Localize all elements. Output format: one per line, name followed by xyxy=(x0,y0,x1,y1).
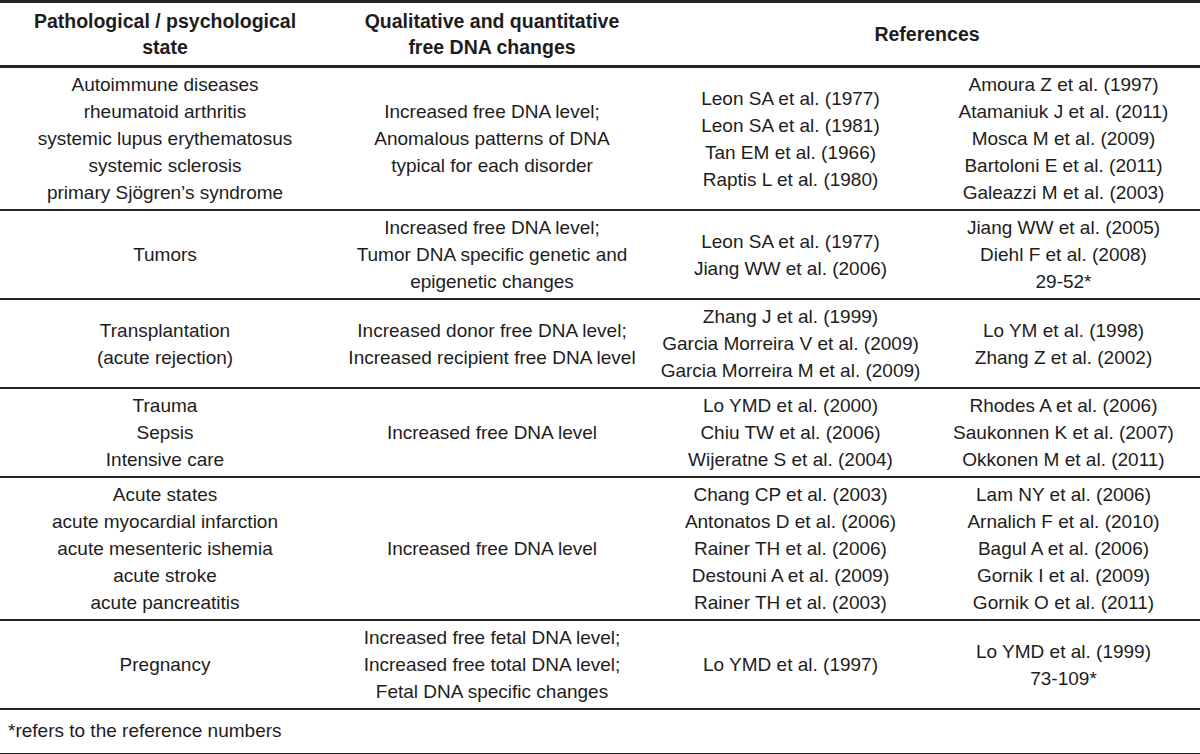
footnote-text: *refers to the reference numbers xyxy=(0,709,1200,754)
cell-refs-primary: Lo YMD et al. (2000) Chiu TW et al. (200… xyxy=(654,388,927,477)
cell-refs-primary: Zhang J et al. (1999) Garcia Morreira V … xyxy=(654,299,927,388)
table-row: Pregnancy Increased free fetal DNA level… xyxy=(0,620,1200,709)
table-row: Acute states acute myocardial infarction… xyxy=(0,477,1200,620)
cell-refs-secondary: Lo YMD et al. (1999) 73-109* xyxy=(927,620,1200,709)
cell-refs-primary: Leon SA et al. (1977) Leon SA et al. (19… xyxy=(654,67,927,211)
cell-refs-secondary: Lo YM et al. (1998) Zhang Z et al. (2002… xyxy=(927,299,1200,388)
cell-changes: Increased free DNA level; Anomalous patt… xyxy=(330,67,654,211)
cell-refs-secondary: Jiang WW et al. (2005) Diehl F et al. (2… xyxy=(927,210,1200,299)
cell-state: Acute states acute myocardial infarction… xyxy=(0,477,330,620)
footnote-row: *refers to the reference numbers xyxy=(0,709,1200,754)
cell-refs-secondary: Lam NY et al. (2006) Arnalich F et al. (… xyxy=(927,477,1200,620)
cell-state: Tumors xyxy=(0,210,330,299)
table-row: Tumors Increased free DNA level; Tumor D… xyxy=(0,210,1200,299)
cell-refs-primary: Chang CP et al. (2003) Antonatos D et al… xyxy=(654,477,927,620)
header-pathological-state: Pathological / psychological state xyxy=(0,2,330,67)
table-row: Trauma Sepsis Intensive care Increased f… xyxy=(0,388,1200,477)
cell-changes: Increased free fetal DNA level; Increase… xyxy=(330,620,654,709)
cell-refs-primary: Lo YMD et al. (1997) xyxy=(654,620,927,709)
cell-changes: Increased free DNA level; Tumor DNA spec… xyxy=(330,210,654,299)
cell-changes: Increased free DNA level xyxy=(330,388,654,477)
table-row: Autoimmune diseases rheumatoid arthritis… xyxy=(0,67,1200,211)
table-body: Autoimmune diseases rheumatoid arthritis… xyxy=(0,67,1200,754)
cell-refs-secondary: Amoura Z et al. (1997) Atamaniuk J et al… xyxy=(927,67,1200,211)
header-dna-changes: Qualitative and quantitative free DNA ch… xyxy=(330,2,654,67)
cell-refs-secondary: Rhodes A et al. (2006) Saukonnen K et al… xyxy=(927,388,1200,477)
cell-state: Autoimmune diseases rheumatoid arthritis… xyxy=(0,67,330,211)
cell-state: Trauma Sepsis Intensive care xyxy=(0,388,330,477)
header-row: Pathological / psychological state Quali… xyxy=(0,2,1200,67)
table-row: Transplantation (acute rejection) Increa… xyxy=(0,299,1200,388)
header-references: References xyxy=(654,2,1200,67)
cell-changes: Increased free DNA level xyxy=(330,477,654,620)
cell-state: Pregnancy xyxy=(0,620,330,709)
table-header: Pathological / psychological state Quali… xyxy=(0,2,1200,67)
free-dna-changes-table: Pathological / psychological state Quali… xyxy=(0,0,1200,754)
cell-refs-primary: Leon SA et al. (1977) Jiang WW et al. (2… xyxy=(654,210,927,299)
cell-changes: Increased donor free DNA level; Increase… xyxy=(330,299,654,388)
cell-state: Transplantation (acute rejection) xyxy=(0,299,330,388)
